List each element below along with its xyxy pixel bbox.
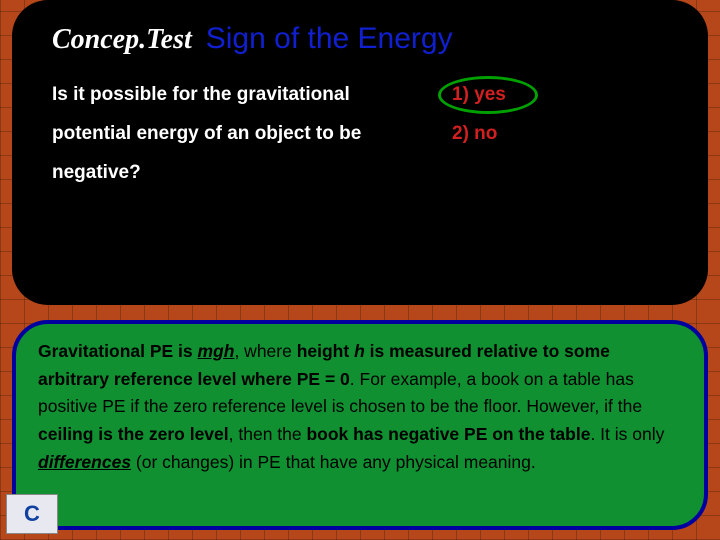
answer-option[interactable]: 2) no <box>452 115 668 154</box>
question-panel: Concep.Test Sign of the Energy Is it pos… <box>12 0 708 305</box>
explanation-run: , where <box>234 341 296 361</box>
title-main: Sign of the Energy <box>206 22 453 56</box>
explanation-run: height <box>297 341 354 361</box>
question-text: Is it possible for the gravitational pot… <box>52 76 362 193</box>
explanation-run: book has negative PE on the table <box>306 424 590 444</box>
title-prefix: Concep.Test <box>52 24 192 56</box>
explanation-run: , then the <box>229 424 307 444</box>
answers: 1) yes2) no <box>412 76 668 193</box>
slide: Concep.Test Sign of the Energy Is it pos… <box>0 0 720 540</box>
explanation-text: Gravitational PE is mgh, where height h … <box>38 338 684 476</box>
explanation-run: differences <box>38 452 131 472</box>
explanation-run: h <box>354 341 365 361</box>
answer-label: 1) yes <box>452 76 506 115</box>
explanation-run: (or changes) in PE that have any physica… <box>131 452 536 472</box>
answer-label: 2) no <box>452 115 497 154</box>
title-row: Concep.Test Sign of the Energy <box>52 22 668 56</box>
explanation-run: mgh <box>198 341 235 361</box>
question-body: Is it possible for the gravitational pot… <box>52 76 668 193</box>
logo-badge: C <box>6 494 58 534</box>
answer-option[interactable]: 1) yes <box>452 76 668 115</box>
explanation-run: Gravitational PE is <box>38 341 198 361</box>
explanation-run: . It is only <box>590 424 664 444</box>
explanation-panel: Gravitational PE is mgh, where height h … <box>12 320 708 530</box>
explanation-run: ceiling is the zero level <box>38 424 229 444</box>
